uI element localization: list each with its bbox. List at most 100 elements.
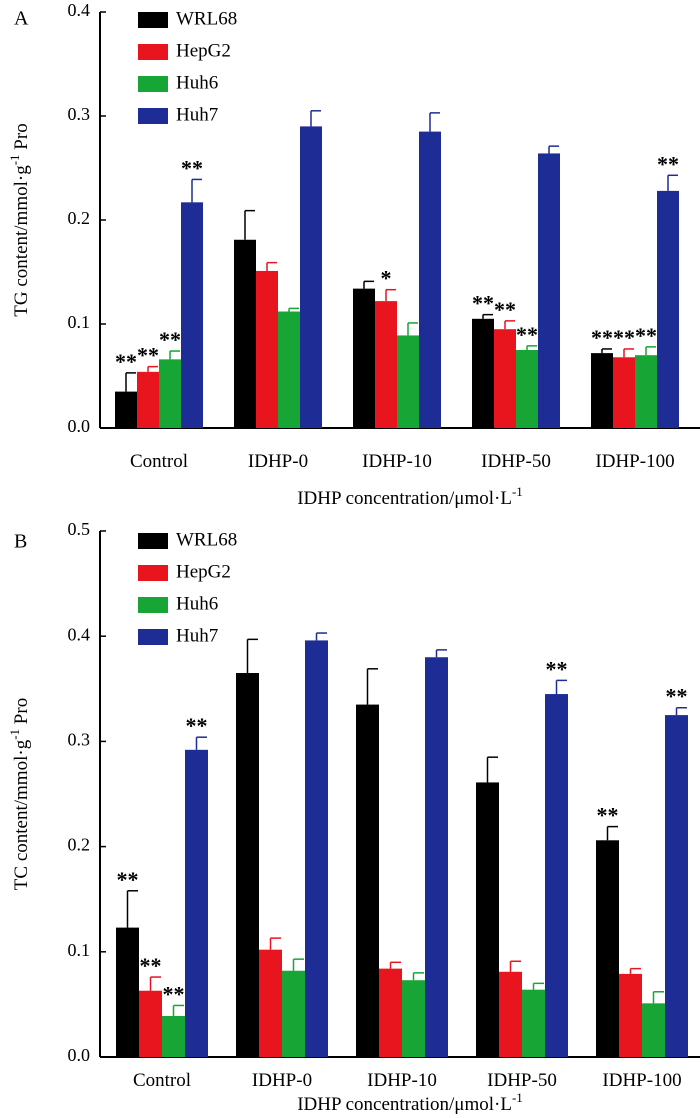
y-tick-label: 0.2 xyxy=(68,208,91,228)
x-category-label: IDHP-50 xyxy=(487,1070,557,1091)
y-tick-label: 0.4 xyxy=(68,0,91,20)
y-tick-label: 0.1 xyxy=(68,940,91,960)
x-category-label: IDHP-0 xyxy=(248,451,308,472)
legend-label: WRL68 xyxy=(176,529,237,550)
bar-huh7 xyxy=(181,202,203,428)
y-tick-label: 0.3 xyxy=(68,104,91,124)
legend-label: HepG2 xyxy=(176,561,231,582)
significance-mark: ** xyxy=(159,327,181,352)
y-tick-label: 0.3 xyxy=(68,730,91,750)
significance-mark: ** xyxy=(666,684,688,709)
x-category-label: IDHP-10 xyxy=(362,451,432,472)
y-axis-title-sup: -1 xyxy=(7,154,22,165)
x-axis-title-sup: -1 xyxy=(512,484,523,499)
x-axis-title-sup: -1 xyxy=(512,1090,523,1105)
bar-huh7 xyxy=(665,715,688,1057)
bar-wrl68 xyxy=(234,239,256,428)
bar-huh7 xyxy=(545,694,568,1057)
y-axis-title-main: TG content/mmol·g xyxy=(11,165,32,317)
legend-swatch-huh7 xyxy=(138,629,168,645)
significance-mark: ** xyxy=(186,713,208,738)
y-axis-title-sup: -1 xyxy=(7,729,22,740)
legend-swatch-hepg2 xyxy=(138,44,168,60)
y-axis-title: TG content/mmol·g-1 Pro xyxy=(7,123,32,316)
bar-huh6 xyxy=(162,1015,185,1057)
legend-swatch-wrl68 xyxy=(138,12,168,28)
bar-hepg2 xyxy=(375,301,397,428)
significance-mark: ** xyxy=(591,325,613,350)
bar-huh6 xyxy=(397,335,419,428)
bar-huh6 xyxy=(516,350,538,428)
x-category-label: IDHP-50 xyxy=(481,451,551,472)
chart-panel-b: B0.00.10.20.30.40.5********Control IDHP-0… xyxy=(7,519,700,1115)
significance-mark: * xyxy=(381,266,392,291)
y-tick-label: 0.4 xyxy=(68,624,91,644)
bar-wrl68 xyxy=(116,927,139,1057)
legend-label: Huh7 xyxy=(176,625,218,646)
bar-hepg2 xyxy=(137,371,159,428)
y-tick-label: 0.0 xyxy=(68,416,91,436)
bar-hepg2 xyxy=(613,357,635,428)
bar-huh7 xyxy=(305,640,328,1057)
chart-panel-a: A0.00.10.20.30.4** ******Control IDHP-0*ID… xyxy=(7,0,700,509)
y-tick-label: 0.2 xyxy=(68,835,91,855)
legend-swatch-huh6 xyxy=(138,597,168,613)
bar-huh7 xyxy=(185,749,208,1057)
legend-label: Huh6 xyxy=(176,593,218,614)
bar-wrl68 xyxy=(356,704,379,1057)
significance-mark: ** xyxy=(546,656,568,681)
bar-huh6 xyxy=(642,1003,665,1057)
y-tick-label: 0.1 xyxy=(68,312,91,332)
bar-hepg2 xyxy=(259,949,282,1057)
bar-hepg2 xyxy=(619,973,642,1057)
y-axis-title: TC content/mmol·g-1 Pro xyxy=(7,698,32,890)
y-axis-title-tail: Pro xyxy=(11,698,32,729)
significance-mark: ** xyxy=(597,803,619,828)
y-axis-title-main: TC content/mmol·g xyxy=(11,739,32,890)
bar-wrl68 xyxy=(591,353,613,428)
legend-swatch-huh7 xyxy=(138,108,168,124)
x-category-label: IDHP-100 xyxy=(595,451,674,472)
bar-huh7 xyxy=(425,657,448,1057)
bar-hepg2 xyxy=(256,270,278,428)
significance-mark: ** xyxy=(117,867,139,892)
x-category-label: IDHP-100 xyxy=(602,1070,681,1091)
bar-hepg2 xyxy=(379,968,402,1057)
legend-swatch-huh6 xyxy=(138,76,168,92)
y-tick-label: 0.5 xyxy=(68,519,91,539)
significance-mark: ** xyxy=(472,291,494,316)
bar-wrl68 xyxy=(596,840,619,1057)
significance-mark: ** xyxy=(140,953,162,978)
bar-huh6 xyxy=(402,980,425,1057)
bar-huh6 xyxy=(635,355,657,428)
legend-swatch-wrl68 xyxy=(138,533,168,549)
significance-mark: ** xyxy=(181,155,203,180)
legend-label: WRL68 xyxy=(176,8,237,29)
x-category-label: IDHP-0 xyxy=(252,1070,312,1091)
significance-mark: ** xyxy=(163,981,185,1006)
bar-huh7 xyxy=(538,153,560,428)
bar-wrl68 xyxy=(236,673,259,1057)
x-axis-title-main: IDHP concentration/μmol·L xyxy=(297,1094,512,1115)
legend-swatch-hepg2 xyxy=(138,565,168,581)
bar-hepg2 xyxy=(494,329,516,428)
significance-mark: ** xyxy=(137,343,159,368)
bar-huh6 xyxy=(522,989,545,1057)
x-category-label: Control xyxy=(130,451,188,472)
x-category-label: IDHP-10 xyxy=(367,1070,437,1091)
significance-mark: ** xyxy=(115,349,137,374)
bar-wrl68 xyxy=(476,782,499,1057)
bar-hepg2 xyxy=(499,971,522,1057)
significance-mark: ** xyxy=(635,323,657,348)
significance-mark: ** xyxy=(516,322,538,347)
panel-label: B xyxy=(14,531,27,553)
significance-mark: ** xyxy=(613,325,635,350)
legend-label: HepG2 xyxy=(176,40,231,61)
x-axis-title: IDHP concentration/μmol·L-1 xyxy=(297,1090,523,1115)
legend-label: Huh7 xyxy=(176,104,218,125)
panel-label: A xyxy=(14,8,29,30)
bar-wrl68 xyxy=(472,318,494,428)
legend-label: Huh6 xyxy=(176,72,218,93)
x-axis-title-main: IDHP concentration/μmol·L xyxy=(297,488,512,509)
